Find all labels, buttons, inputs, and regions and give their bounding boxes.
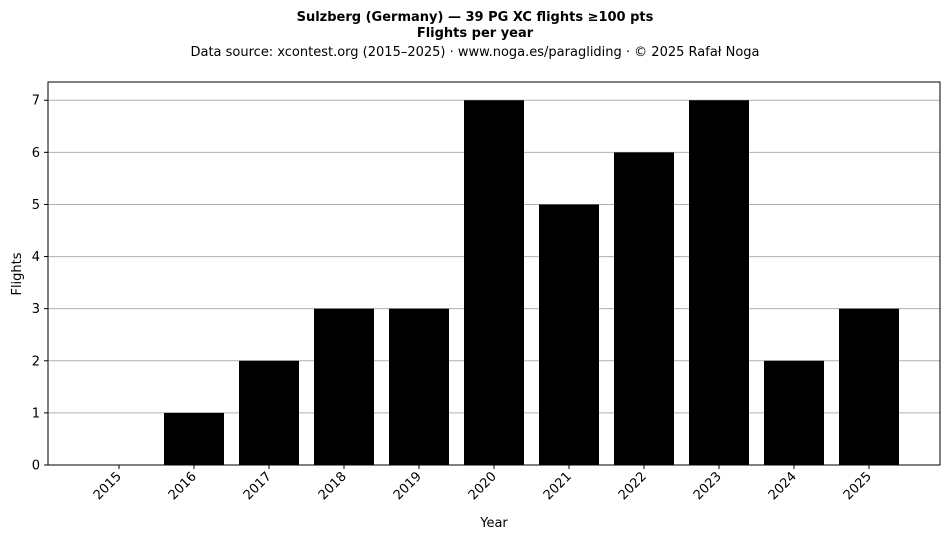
y-tick-label: 0 [32,459,40,474]
y-tick-label: 6 [32,146,40,161]
x-tick-label: 2018 [316,469,350,503]
bar-2024 [764,360,824,465]
y-tick-label: 1 [32,406,40,421]
x-tick-label: 2020 [466,469,500,503]
x-tick-label: 2019 [391,469,425,503]
x-tick-label: 2023 [691,469,725,503]
bar-2019 [389,308,449,465]
x-axis-label: Year [479,516,508,531]
y-tick-label: 5 [32,198,40,213]
y-tick-label: 4 [32,250,40,265]
x-tick-label: 2021 [541,469,575,503]
x-tick-label: 2024 [766,469,800,503]
bar-2018 [314,308,374,465]
bar-2023 [689,100,749,465]
bar-2016 [164,412,224,465]
x-tick-label: 2025 [841,469,875,503]
bar-2020 [464,100,524,465]
y-tick-label: 7 [32,94,40,109]
bar-2017 [239,360,299,465]
bar-2021 [539,204,599,465]
y-axis: 0 1 2 3 4 5 6 7 [32,94,48,474]
chart-title: Sulzberg (Germany) — 39 PG XC flights ≥1… [297,10,654,25]
x-tick-label: 2022 [616,469,650,503]
y-tick-label: 2 [32,354,40,369]
x-tick-label: 2015 [91,469,125,503]
y-axis-label: Flights [10,252,25,295]
bar-2025 [839,308,899,465]
y-tick-label: 3 [32,302,40,317]
x-axis: 2015 2016 2017 2018 2019 2020 2021 2022 2023 2024… [91,465,875,503]
bar-2022 [614,152,674,466]
bars [164,100,899,466]
chart-subtitle: Data source: xcontest.org (2015–2025) · … [190,45,759,60]
x-tick-label: 2016 [166,469,200,503]
x-tick-label: 2017 [241,469,275,503]
chart-title-2: Flights per year [417,26,534,41]
